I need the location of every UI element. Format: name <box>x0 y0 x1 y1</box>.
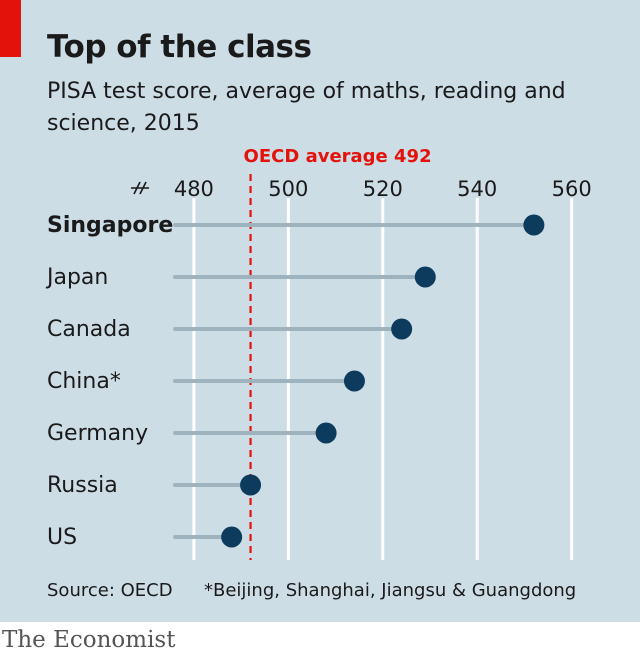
chart-subtitle: PISA test score, average of maths, readi… <box>47 79 566 136</box>
chart-footer: Source: OECD *Beijing, Shanghai, Jiangsu… <box>47 580 607 601</box>
category-label: US <box>47 525 77 550</box>
score-dot <box>221 526 243 548</box>
category-label: China* <box>47 369 121 394</box>
oecd-average-label: OECD average 492 <box>244 146 432 167</box>
accent-bar <box>0 0 21 57</box>
dot-chart: 480 500 520 540 560 OECD average 492 Singapore… <box>45 146 592 560</box>
score-dot <box>523 214 545 236</box>
tick-label: 540 <box>457 177 497 201</box>
category-label: Germany <box>47 421 148 446</box>
score-dot <box>315 422 337 444</box>
tick-label: 560 <box>552 177 592 201</box>
tick-label: 520 <box>363 177 403 201</box>
score-dot <box>343 370 365 392</box>
brand-logo: The Economist <box>2 627 176 653</box>
category-label: Canada <box>47 317 131 342</box>
score-dot <box>414 266 436 288</box>
tick-label: 480 <box>174 177 214 201</box>
chart-title: Top of the class <box>47 29 312 65</box>
score-dot <box>240 474 262 496</box>
footnote: *Beijing, Shanghai, Jiangsu & Guangdong <box>204 580 577 601</box>
category-label: Singapore <box>47 213 173 238</box>
score-dot <box>391 318 413 340</box>
category-label: Japan <box>45 265 108 290</box>
tick-label: 500 <box>268 177 308 201</box>
source-note: Source: OECD <box>47 580 173 601</box>
category-label: Russia <box>47 473 118 498</box>
chart-panel <box>0 0 640 622</box>
